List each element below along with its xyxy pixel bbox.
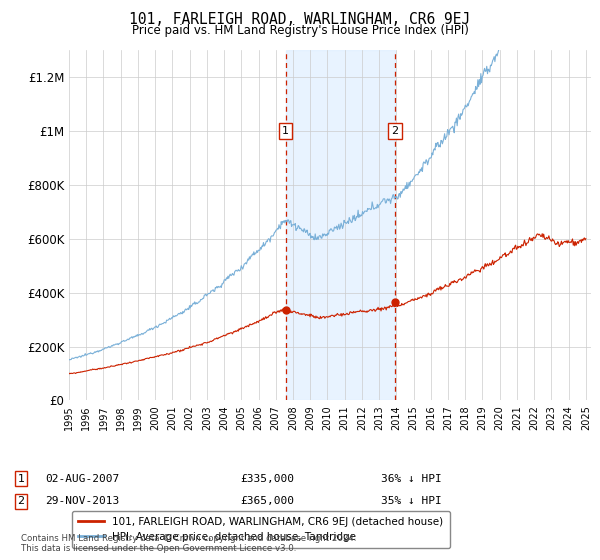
- Legend: 101, FARLEIGH ROAD, WARLINGHAM, CR6 9EJ (detached house), HPI: Average price, de: 101, FARLEIGH ROAD, WARLINGHAM, CR6 9EJ …: [71, 511, 449, 548]
- Bar: [286, 50, 395, 400]
- Text: 2: 2: [391, 126, 398, 136]
- Text: £365,000: £365,000: [240, 496, 294, 506]
- Text: 02-AUG-2007: 02-AUG-2007: [45, 474, 119, 484]
- Text: 1: 1: [282, 126, 289, 136]
- Text: 101, FARLEIGH ROAD, WARLINGHAM, CR6 9EJ: 101, FARLEIGH ROAD, WARLINGHAM, CR6 9EJ: [130, 12, 470, 27]
- Text: 35% ↓ HPI: 35% ↓ HPI: [381, 496, 442, 506]
- Text: 1: 1: [17, 474, 25, 484]
- Text: Price paid vs. HM Land Registry's House Price Index (HPI): Price paid vs. HM Land Registry's House …: [131, 24, 469, 37]
- Text: 36% ↓ HPI: 36% ↓ HPI: [381, 474, 442, 484]
- Text: 2: 2: [17, 496, 25, 506]
- Text: Contains HM Land Registry data © Crown copyright and database right 2024.
This d: Contains HM Land Registry data © Crown c…: [21, 534, 356, 553]
- Text: 29-NOV-2013: 29-NOV-2013: [45, 496, 119, 506]
- Text: £335,000: £335,000: [240, 474, 294, 484]
